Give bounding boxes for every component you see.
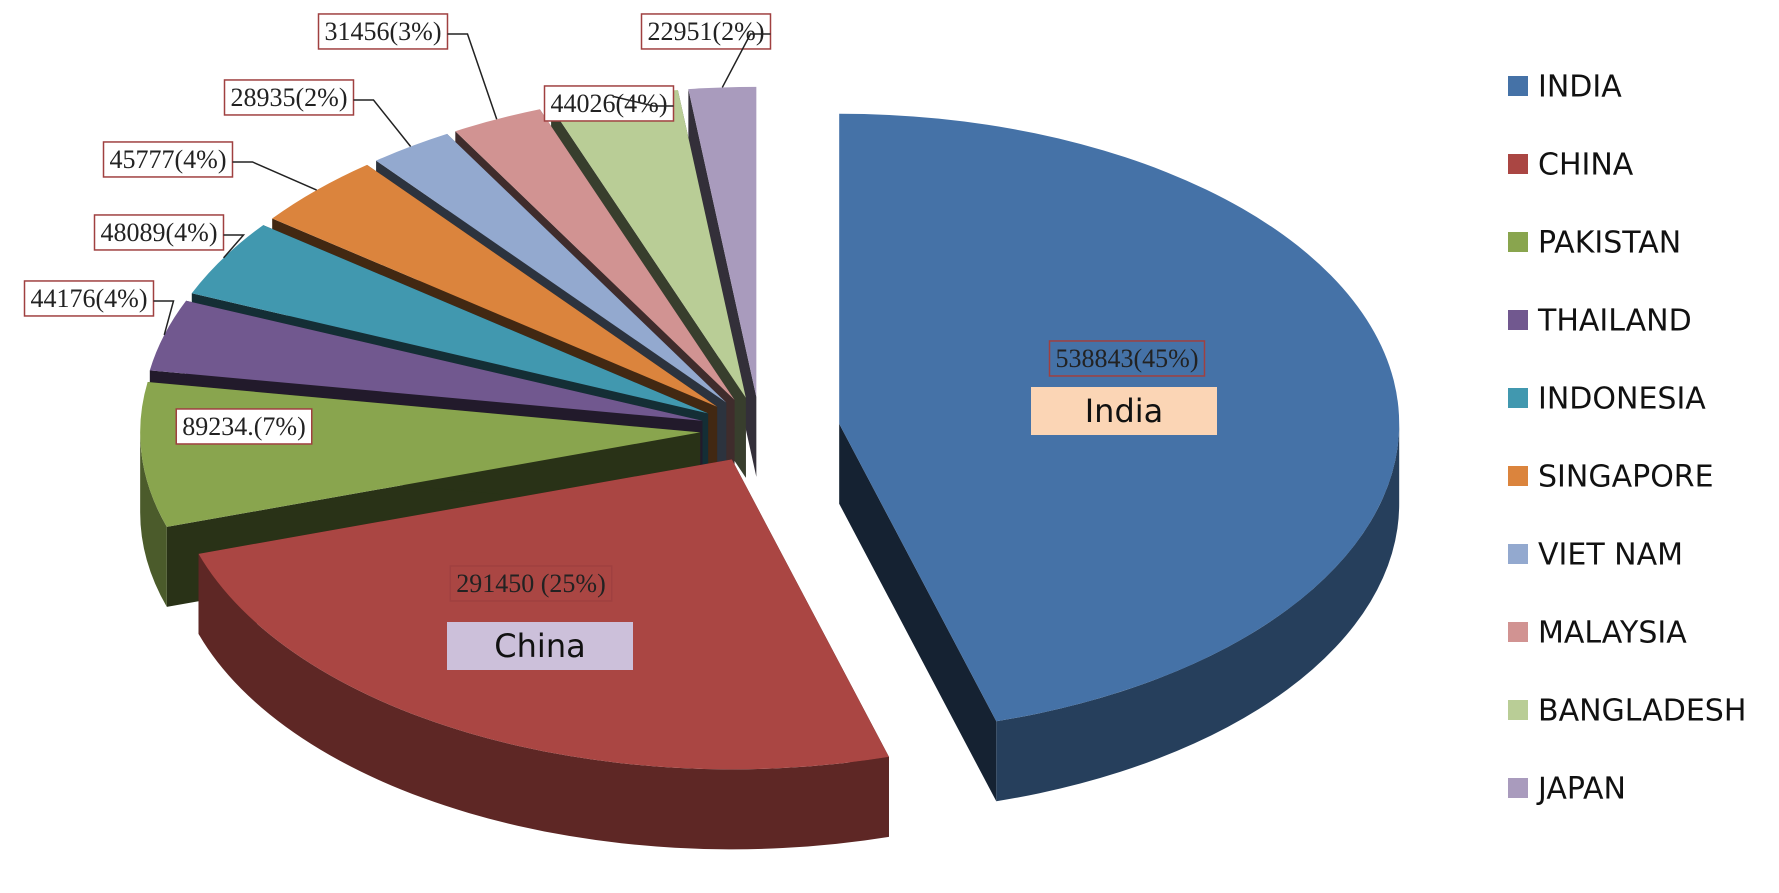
annotation: India bbox=[1085, 392, 1164, 430]
data-label-box bbox=[640, 13, 772, 50]
data-label: 44176(4%) bbox=[31, 284, 148, 313]
data-label-box bbox=[102, 141, 234, 178]
data-label-box bbox=[449, 565, 613, 602]
leader-line bbox=[222, 234, 246, 259]
legend-label: JAPAN bbox=[1536, 772, 1626, 807]
data-label: 22951(2%) bbox=[648, 17, 765, 46]
data-label: 44026(4%) bbox=[551, 89, 668, 118]
data-label-box bbox=[175, 408, 313, 445]
slice-side bbox=[839, 423, 997, 802]
data-label-box bbox=[223, 79, 355, 116]
legend-label: PAKISTAN bbox=[1538, 226, 1681, 261]
slice-top bbox=[149, 300, 703, 421]
data-label-box bbox=[543, 85, 675, 122]
legend-label: INDIA bbox=[1538, 70, 1622, 105]
legend-label: MALAYSIA bbox=[1538, 616, 1687, 651]
leader-line bbox=[232, 161, 317, 191]
leader-line bbox=[153, 300, 175, 336]
data-label: 48089(4%) bbox=[101, 218, 218, 247]
data-label-box bbox=[1048, 340, 1206, 377]
slice-top bbox=[191, 225, 709, 414]
legend-label: VIET NAM bbox=[1538, 538, 1683, 573]
legend-swatch bbox=[1508, 544, 1528, 564]
annotation-box bbox=[447, 622, 633, 670]
slice-top bbox=[198, 459, 889, 770]
data-label: 45777(4%) bbox=[110, 145, 227, 174]
legend-swatch bbox=[1508, 154, 1528, 174]
slice-top bbox=[688, 86, 757, 397]
legend-swatch bbox=[1508, 310, 1528, 330]
data-label-box bbox=[23, 280, 155, 317]
leader-line bbox=[447, 33, 498, 120]
legend-swatch bbox=[1508, 778, 1528, 798]
pie-slice bbox=[198, 459, 889, 850]
legend-swatch bbox=[1508, 700, 1528, 720]
legend-swatch bbox=[1508, 388, 1528, 408]
slice-top bbox=[455, 109, 735, 400]
data-label: 538843(45%) bbox=[1056, 344, 1199, 373]
data-label-box bbox=[93, 214, 225, 251]
legend-label: THAILAND bbox=[1537, 304, 1692, 339]
data-label: 31456(3%) bbox=[325, 17, 442, 46]
slice-top bbox=[376, 133, 727, 403]
leader-line bbox=[721, 33, 771, 88]
legend-label: INDONESIA bbox=[1538, 382, 1706, 417]
legend-swatch bbox=[1508, 622, 1528, 642]
leader-line bbox=[353, 99, 412, 147]
legend-label: BANGLADESH bbox=[1538, 694, 1746, 729]
data-label: 291450 (25%) bbox=[456, 569, 605, 598]
slice-top bbox=[272, 164, 718, 407]
legend-swatch bbox=[1508, 232, 1528, 252]
annotation-box bbox=[1031, 387, 1217, 435]
slice-top bbox=[551, 90, 746, 398]
slice-wall bbox=[996, 423, 1400, 802]
leader-line bbox=[613, 95, 674, 107]
legend-label: CHINA bbox=[1538, 148, 1634, 183]
data-label-box bbox=[317, 13, 449, 50]
data-label: 28935(2%) bbox=[231, 83, 348, 112]
legend-swatch bbox=[1508, 76, 1528, 96]
legend-swatch bbox=[1508, 466, 1528, 486]
pie-slice bbox=[839, 113, 1400, 802]
annotation: China bbox=[494, 627, 585, 665]
data-label: 89234.(7%) bbox=[182, 412, 305, 441]
slice-wall bbox=[198, 553, 889, 850]
slice-wall bbox=[140, 432, 167, 607]
legend-label: SINGAPORE bbox=[1538, 460, 1714, 495]
